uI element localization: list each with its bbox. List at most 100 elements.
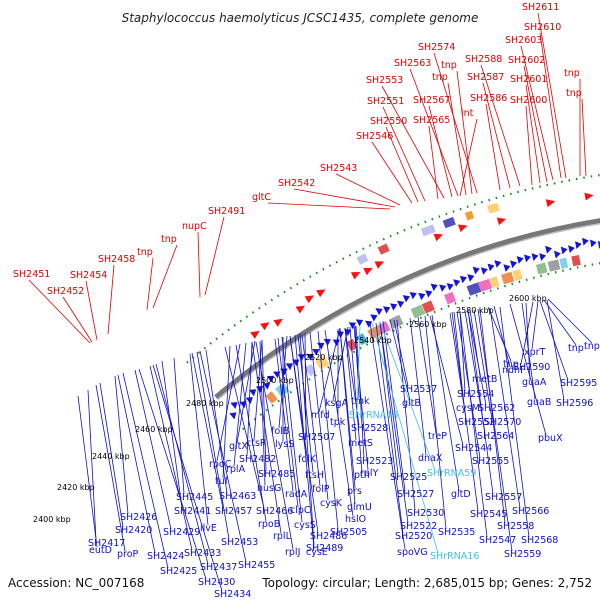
reverse-gene-arrow	[397, 300, 405, 308]
reverse-gene-label: SH2505	[330, 527, 367, 538]
label-leader-line	[309, 331, 329, 501]
label-leader-line	[353, 326, 369, 471]
forward-gene-label: SH2542	[278, 178, 315, 189]
forward-gene-label: SH2567	[413, 95, 450, 106]
reverse-gene-arrow	[239, 401, 247, 409]
label-leader-line	[196, 351, 230, 540]
reverse-gene-label: SH2528	[351, 423, 388, 434]
reverse-gene-label: cysM	[456, 403, 480, 414]
reverse-gene-label: SH2564	[477, 431, 514, 442]
label-leader-line	[95, 384, 126, 552]
label-leader-line	[447, 82, 467, 196]
cog-color-block	[388, 314, 404, 329]
reverse-gene-arrow	[439, 284, 447, 292]
label-leader-line	[122, 372, 169, 569]
reverse-gene-label: SH2568	[521, 535, 558, 546]
cog-color-block	[571, 255, 581, 267]
reverse-gene-label: ctsR	[246, 438, 267, 449]
reverse-gene-label: SH2466	[256, 506, 293, 517]
label-leader-line	[525, 105, 533, 186]
label-leader-line	[107, 264, 115, 335]
forward-gene-arrow	[374, 261, 385, 269]
reverse-gene-label: folK	[298, 454, 317, 465]
label-leader-line	[493, 305, 511, 368]
reverse-gene-label: radA	[285, 489, 308, 500]
label-leader-line	[317, 330, 339, 530]
label-leader-line	[409, 68, 459, 197]
label-leader-line	[297, 334, 314, 473]
label-leader-line	[224, 346, 265, 509]
reverse-gene-label: SH2596	[556, 398, 593, 409]
forward-gene-arrow	[350, 272, 361, 280]
label-leader-line	[356, 325, 361, 413]
label-leader-line	[77, 395, 98, 548]
kbp-tick-label: 2460 kbp	[135, 425, 173, 434]
label-leader-line	[339, 328, 356, 505]
kbp-tick-label: 2580 kbp	[456, 306, 494, 315]
label-leader-line	[489, 307, 521, 509]
label-leader-line	[379, 321, 409, 524]
reverse-gene-label: SH2429	[163, 527, 200, 538]
kbp-tick-label: 2480 kbp	[186, 399, 224, 408]
forward-gene-label: SH2587	[467, 72, 504, 83]
reverse-gene-label: treP	[428, 431, 447, 442]
reverse-gene-arrow	[425, 290, 433, 298]
label-leader-line	[149, 365, 193, 551]
label-leader-line	[385, 126, 419, 203]
reverse-gene-arrow	[370, 314, 378, 322]
reverse-gene-label: SH2535	[438, 527, 475, 538]
reverse-gene-label: SH2590	[513, 362, 550, 373]
reverse-gene-arrow	[249, 389, 257, 397]
label-leader-line	[424, 315, 447, 530]
cog-color-block	[265, 391, 278, 404]
reverse-gene-label: SH2545	[470, 509, 507, 520]
cog-color-block	[466, 282, 482, 296]
label-leader-line	[431, 314, 460, 492]
reverse-gene-arrow	[418, 292, 426, 301]
reverse-gene-label: tuf	[215, 476, 229, 487]
label-leader-line	[369, 322, 406, 550]
reverse-gene-label: SH2486	[310, 531, 347, 542]
reverse-gene-label: SH2530	[407, 508, 444, 519]
reverse-gene-label: SH2485	[258, 469, 295, 480]
reverse-gene-arrow	[430, 283, 438, 291]
label-leader-line	[277, 337, 299, 508]
reverse-gene-label: SH2455	[238, 560, 275, 571]
label-leader-line	[379, 321, 436, 471]
forward-gene-label: SH2611	[522, 2, 559, 13]
label-leader-line	[246, 341, 253, 457]
label-leader-line	[581, 98, 587, 177]
reverse-gene-arrow	[312, 349, 320, 356]
label-leader-line	[191, 352, 224, 509]
label-leader-line	[485, 103, 501, 191]
label-leader-line	[520, 45, 554, 181]
label-leader-line	[382, 320, 406, 492]
forward-gene-arrow	[458, 224, 468, 233]
label-leader-line	[546, 299, 565, 401]
label-leader-line	[205, 349, 228, 494]
cog-color-block	[315, 355, 330, 370]
label-leader-line	[379, 321, 399, 475]
label-leader-line	[428, 125, 439, 200]
label-leader-line	[197, 231, 201, 298]
reverse-gene-label: SH2552	[458, 417, 495, 428]
label-leader-line	[87, 389, 97, 541]
label-leader-line	[459, 310, 488, 538]
label-leader-line	[28, 279, 91, 344]
label-leader-line	[521, 302, 536, 400]
label-leader-line	[146, 257, 154, 311]
label-leader-line	[371, 141, 413, 204]
cog-color-block	[489, 276, 500, 288]
reverse-gene-label: tnp	[584, 341, 600, 352]
reverse-gene-label: ilvE	[200, 523, 217, 534]
reverse-gene-label: SH2562	[478, 403, 515, 414]
reverse-gene-label: SH2527	[397, 489, 434, 500]
reverse-gene-label: SH2457	[215, 506, 252, 517]
forward-gene-label: SH2543	[320, 163, 357, 174]
label-leader-line	[409, 317, 427, 456]
reverse-gene-arrow	[597, 240, 600, 249]
forward-gene-label: SH2451	[13, 269, 50, 280]
reverse-gene-label: tpk	[330, 417, 346, 428]
rna-gene-label: SHrRNA16	[349, 410, 398, 421]
reverse-gene-label: eutD	[89, 545, 112, 556]
